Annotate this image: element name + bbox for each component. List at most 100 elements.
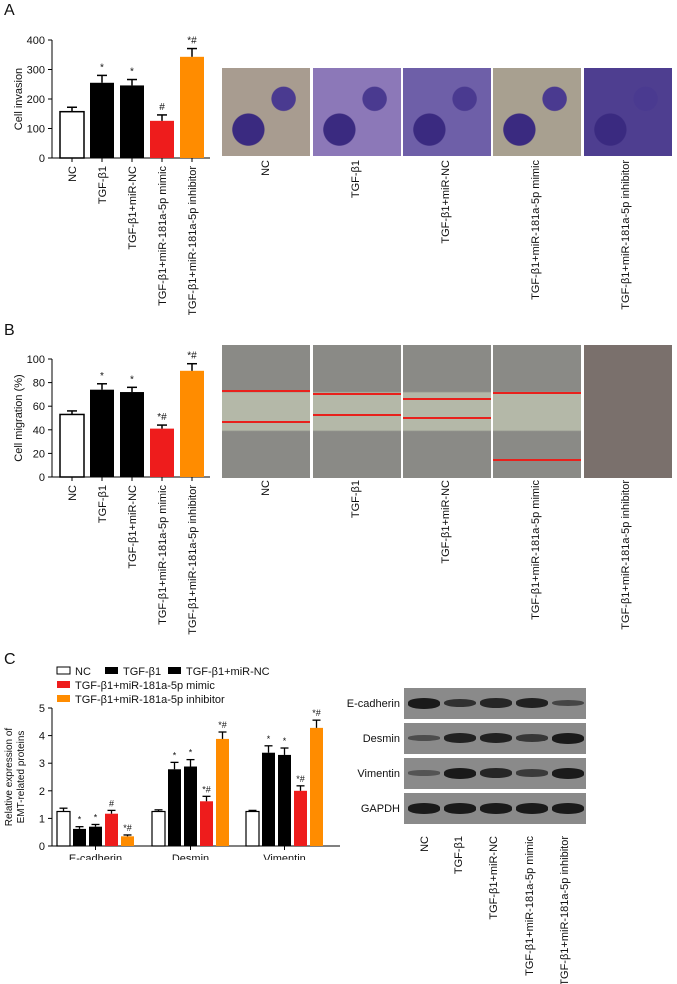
svg-text:300: 300 bbox=[27, 65, 45, 77]
svg-text:0: 0 bbox=[39, 841, 45, 853]
svg-text:*: * bbox=[78, 815, 82, 825]
svg-text:200: 200 bbox=[27, 94, 45, 106]
svg-text:TGF-β1+miR-NC: TGF-β1+miR-NC bbox=[127, 166, 139, 250]
wound-edge-line bbox=[222, 420, 310, 423]
protein-band bbox=[516, 733, 548, 743]
svg-text:Cell invasion: Cell invasion bbox=[13, 68, 25, 130]
protein-band bbox=[552, 732, 584, 744]
svg-text:E-cadherin: E-cadherin bbox=[69, 853, 122, 860]
blot-label-gapdh: GAPDH bbox=[360, 803, 400, 815]
svg-text:TGF-β1+miR-181a-5p inhibitor: TGF-β1+miR-181a-5p inhibitor bbox=[75, 694, 225, 706]
wound-edge-line bbox=[222, 390, 310, 393]
invasion-image-nc bbox=[222, 68, 310, 156]
blot-strip-vimentin bbox=[404, 758, 586, 789]
wound-edge-line bbox=[313, 414, 401, 417]
svg-text:*: * bbox=[173, 750, 177, 760]
svg-text:TGF-β1+miR-NC: TGF-β1+miR-NC bbox=[127, 485, 139, 569]
svg-text:0: 0 bbox=[39, 472, 45, 484]
svg-text:*: * bbox=[100, 371, 104, 382]
wound-image-mimic bbox=[493, 345, 581, 478]
group-label: TGF-β1+miR-181a-5p mimic bbox=[530, 160, 542, 300]
blot-label-desmin: Desmin bbox=[362, 733, 400, 745]
svg-text:400: 400 bbox=[27, 35, 45, 47]
group-label: TGF-β1+miR-181a-5p inhibitor bbox=[620, 480, 632, 630]
group-label: TGF-β1+miR-181a-5p inhibitor bbox=[559, 836, 571, 984]
svg-text:TGF-β1+miR-NC: TGF-β1+miR-NC bbox=[186, 666, 270, 678]
svg-text:*#: *# bbox=[218, 720, 227, 730]
svg-text:TGF-β1+miR-181a-5p mimic: TGF-β1+miR-181a-5p mimic bbox=[75, 680, 215, 692]
invasion-image-mimic bbox=[493, 68, 581, 156]
panel-letter-c: C bbox=[4, 651, 16, 668]
invasion-image-mirnc bbox=[403, 68, 491, 156]
group-label: TGF-β1+miR-181a-5p mimic bbox=[524, 836, 536, 976]
protein-band bbox=[552, 802, 584, 814]
blot-strip-gapdh bbox=[404, 793, 586, 824]
protein-band bbox=[480, 732, 512, 744]
svg-text:*: * bbox=[283, 736, 287, 746]
svg-text:*: * bbox=[189, 748, 193, 758]
wound-image-mirnc bbox=[403, 345, 491, 478]
wound-edge-line bbox=[403, 398, 491, 401]
svg-text:4: 4 bbox=[39, 731, 45, 743]
protein-band bbox=[408, 697, 440, 709]
group-label: NC bbox=[260, 160, 272, 176]
svg-text:Cell migration (%): Cell migration (%) bbox=[13, 374, 25, 461]
svg-text:80: 80 bbox=[33, 378, 45, 390]
svg-text:NC: NC bbox=[67, 485, 79, 501]
svg-text:EMT-related proteins: EMT-related proteins bbox=[16, 731, 27, 824]
svg-text:*: * bbox=[130, 67, 134, 78]
wound-image-tgf bbox=[313, 345, 401, 478]
protein-band bbox=[444, 698, 476, 708]
svg-text:100: 100 bbox=[27, 124, 45, 136]
blot-label-vimentin: Vimentin bbox=[357, 768, 400, 780]
svg-text:*#: *# bbox=[187, 351, 197, 362]
group-label: TGF-β1+miR-181a-5p inhibitor bbox=[620, 160, 632, 310]
svg-text:*: * bbox=[267, 734, 271, 744]
protein-band bbox=[408, 734, 440, 742]
svg-text:TGF-β1+miR-181a-5p mimic: TGF-β1+miR-181a-5p mimic bbox=[157, 166, 169, 306]
svg-text:*#: *# bbox=[296, 774, 305, 784]
svg-text:*#: *# bbox=[123, 823, 132, 833]
protein-band bbox=[408, 802, 440, 814]
svg-text:NC: NC bbox=[67, 166, 79, 182]
svg-text:TGF-β1+miR-181a-5p inhibitor: TGF-β1+miR-181a-5p inhibitor bbox=[187, 485, 199, 635]
svg-text:Vimentin: Vimentin bbox=[263, 853, 306, 860]
group-label: TGF-β1 bbox=[350, 480, 362, 519]
blot-strip-e-cadherin bbox=[404, 688, 586, 719]
svg-text:*: * bbox=[100, 62, 104, 73]
group-label: NC bbox=[419, 836, 431, 852]
svg-text:*#: *# bbox=[187, 36, 197, 47]
blot-label-e-cadherin: E-cadherin bbox=[346, 698, 400, 710]
svg-text:TGF-β1+miR-181a-5p inhibitor: TGF-β1+miR-181a-5p inhibitor bbox=[187, 166, 199, 315]
svg-text:TGF-β1: TGF-β1 bbox=[97, 485, 109, 523]
svg-text:40: 40 bbox=[33, 425, 45, 437]
protein-band bbox=[408, 770, 440, 776]
protein-band bbox=[516, 802, 548, 814]
svg-text:*#: *# bbox=[157, 412, 167, 423]
svg-text:NC: NC bbox=[75, 666, 91, 678]
svg-text:TGF-β1+miR-181a-5p mimic: TGF-β1+miR-181a-5p mimic bbox=[157, 485, 169, 625]
svg-text:0: 0 bbox=[39, 153, 45, 165]
group-label: NC bbox=[260, 480, 272, 496]
wound-edge-line bbox=[493, 391, 581, 394]
invasion-image-tgf bbox=[313, 68, 401, 156]
chart-c-emt-expression: 0 1 2 3 4 5 Relative expression of EMT-related … bbox=[4, 666, 340, 860]
svg-text:5: 5 bbox=[39, 703, 45, 715]
protein-band bbox=[480, 768, 512, 778]
svg-text:TGF-β1: TGF-β1 bbox=[97, 166, 109, 204]
svg-text:20: 20 bbox=[33, 448, 45, 460]
svg-text:Relative expression of: Relative expression of bbox=[4, 728, 15, 827]
protein-band bbox=[480, 802, 512, 814]
svg-text:2: 2 bbox=[39, 786, 45, 798]
wound-edge-line bbox=[313, 392, 401, 395]
protein-band bbox=[444, 802, 476, 814]
svg-text:1: 1 bbox=[39, 813, 45, 825]
group-label: TGF-β1+miR-NC bbox=[488, 836, 500, 920]
wound-edge-line bbox=[403, 416, 491, 419]
chart-a-cell-invasion: 0 100 200 300 400 Cell invasion NC * TGF-β1 * TGF-… bbox=[13, 35, 210, 315]
protein-band bbox=[480, 698, 512, 708]
svg-text:*: * bbox=[94, 812, 98, 822]
svg-text:Desmin: Desmin bbox=[172, 853, 209, 860]
svg-text:*: * bbox=[130, 374, 134, 385]
